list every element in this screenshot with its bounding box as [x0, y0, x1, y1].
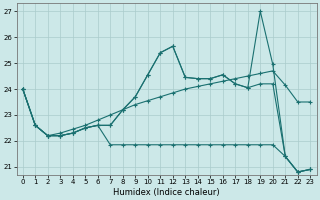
X-axis label: Humidex (Indice chaleur): Humidex (Indice chaleur) — [113, 188, 220, 197]
